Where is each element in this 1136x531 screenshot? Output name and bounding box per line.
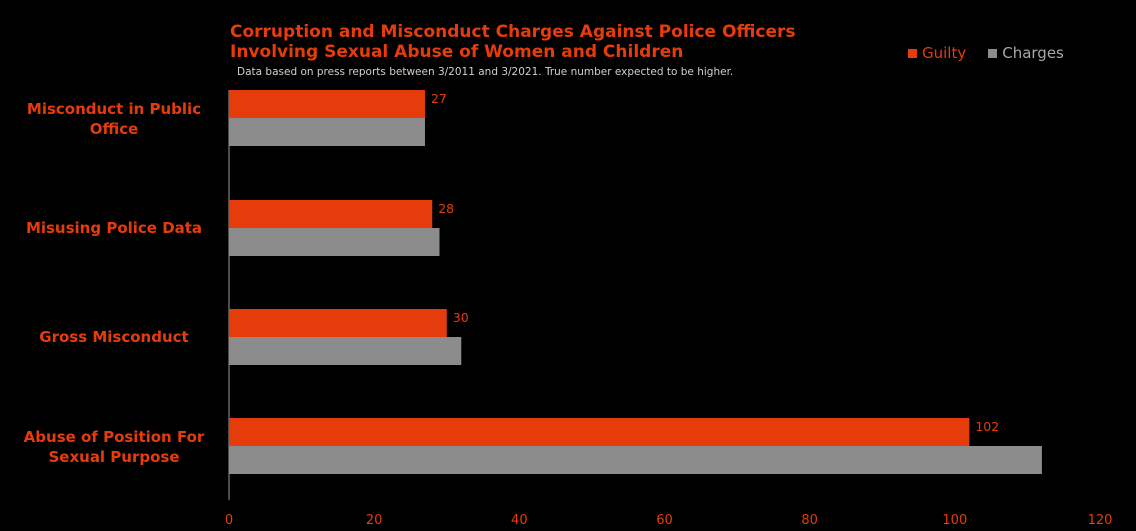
legend-swatch-charges [988, 48, 998, 58]
bar-guilty-2 [229, 309, 447, 337]
x-tick-label-0: 0 [225, 513, 233, 528]
category-label-misconduct-in-public-office: Misconduct in Public Office [26, 100, 202, 138]
bar-guilty-0 [229, 90, 425, 118]
bar-charges-1 [229, 228, 440, 256]
data-label-guilty-3: 102 [975, 419, 999, 434]
chart-title: Corruption and Misconduct Charges Agains… [230, 22, 796, 62]
bar-charges-0 [229, 118, 425, 146]
chart-title-line-2: Involving Sexual Abuse of Women and Chil… [230, 42, 684, 62]
chart-title-line-1: Corruption and Misconduct Charges Agains… [230, 22, 796, 42]
bar-charges-2 [229, 337, 462, 365]
bar-charges-3 [229, 446, 1042, 474]
legend-label-guilty: Guilty [922, 44, 967, 62]
legend-item-guilty: Guilty [908, 44, 966, 62]
data-label-guilty-2: 30 [453, 310, 469, 325]
data-label-guilty-0: 27 [431, 91, 447, 106]
x-tick-label-4: 80 [801, 513, 818, 528]
category-label-abuse-of-position: Abuse of Position For Sexual Purpose [23, 428, 205, 466]
x-tick-label-2: 40 [511, 513, 528, 528]
bar-guilty-1 [229, 200, 433, 228]
legend-label-charges: Charges [1002, 44, 1064, 62]
category-label-misusing-police-data: Misusing Police Data [25, 219, 203, 237]
legend-swatch-guilty [908, 48, 917, 58]
data-label-guilty-1: 28 [438, 201, 454, 216]
legend: Guilty Charges [908, 44, 1064, 62]
x-tick-label-3: 60 [656, 513, 673, 528]
category-label-gross-misconduct: Gross Misconduct [39, 328, 189, 346]
x-tick-label-5: 100 [942, 513, 967, 528]
legend-item-charges: Charges [988, 44, 1064, 62]
x-tick-label-1: 20 [366, 513, 383, 528]
chart-subtitle: Data based on press reports between 3/20… [237, 66, 734, 78]
bar-guilty-3 [229, 418, 970, 446]
x-tick-label-6: 120 [1088, 513, 1113, 528]
